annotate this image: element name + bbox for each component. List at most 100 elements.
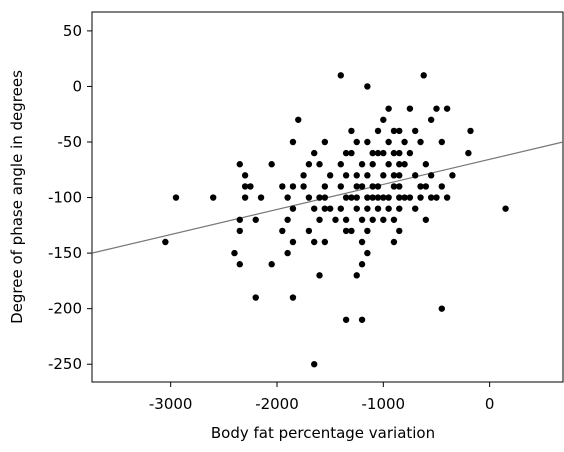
point <box>353 272 360 279</box>
point <box>279 227 286 235</box>
point <box>390 127 398 135</box>
point <box>369 194 376 201</box>
x-tick-label: -2000 <box>255 395 299 413</box>
y-tick-label: -100 <box>48 189 82 207</box>
point <box>390 149 398 157</box>
point <box>337 183 344 190</box>
point <box>321 238 329 246</box>
point <box>241 172 249 179</box>
point <box>342 194 350 201</box>
point <box>401 138 408 146</box>
point <box>396 172 403 179</box>
point <box>465 149 472 157</box>
point <box>396 183 403 190</box>
y-tick-label: 0 <box>72 77 82 95</box>
point <box>321 138 329 146</box>
point <box>231 249 238 257</box>
point <box>422 183 430 190</box>
point <box>422 216 430 223</box>
point <box>305 194 313 201</box>
point <box>321 194 329 201</box>
point <box>337 205 344 212</box>
point <box>358 316 366 323</box>
point <box>385 194 392 201</box>
point <box>412 172 419 179</box>
point <box>353 205 360 212</box>
point <box>284 216 291 223</box>
point <box>422 161 430 168</box>
point <box>348 227 355 235</box>
point <box>380 194 387 201</box>
point <box>316 194 323 201</box>
point <box>396 205 403 212</box>
point <box>316 272 323 279</box>
y-tick-label: -50 <box>58 133 83 151</box>
point <box>358 161 366 168</box>
y-tick-label: 50 <box>63 22 82 40</box>
point <box>289 183 297 190</box>
point <box>385 138 392 146</box>
point <box>502 205 509 212</box>
point <box>311 361 318 368</box>
point <box>305 161 313 168</box>
point <box>241 194 249 201</box>
point <box>412 205 419 212</box>
point <box>390 172 398 179</box>
point <box>390 216 398 223</box>
point <box>358 216 366 223</box>
point <box>342 227 350 235</box>
point <box>284 249 291 257</box>
point <box>380 216 387 223</box>
point <box>358 183 366 190</box>
point <box>369 149 376 157</box>
point <box>374 205 382 212</box>
point <box>374 183 382 190</box>
x-tick-label: -3000 <box>149 395 193 413</box>
point <box>443 194 451 201</box>
point <box>236 216 243 223</box>
point <box>417 138 424 146</box>
point <box>210 194 217 201</box>
point <box>396 227 403 235</box>
point <box>390 183 398 190</box>
point <box>321 205 329 212</box>
point <box>364 249 371 257</box>
point <box>295 116 302 123</box>
point <box>348 127 355 135</box>
point <box>252 294 259 301</box>
y-tick-label: -250 <box>48 355 82 373</box>
x-tick-label: -1000 <box>362 395 406 413</box>
point <box>321 183 329 190</box>
point <box>289 294 297 301</box>
point <box>342 316 350 323</box>
point <box>311 205 318 212</box>
point <box>311 238 318 246</box>
point <box>406 105 414 112</box>
point <box>353 138 360 146</box>
point <box>396 194 403 201</box>
point <box>268 161 275 168</box>
point <box>406 194 414 201</box>
point <box>385 161 392 168</box>
point <box>401 194 408 201</box>
point <box>247 183 254 190</box>
point <box>284 194 291 201</box>
point <box>406 149 414 157</box>
point <box>289 238 297 246</box>
point <box>268 261 275 268</box>
point <box>316 216 323 223</box>
point <box>374 127 382 135</box>
point <box>417 183 424 190</box>
point <box>364 172 371 179</box>
point <box>241 183 249 190</box>
point <box>289 205 297 212</box>
point <box>385 205 392 212</box>
point <box>396 149 403 157</box>
point <box>311 149 318 157</box>
point <box>300 183 307 190</box>
point <box>396 127 403 135</box>
point <box>420 72 427 79</box>
y-tick-label: -150 <box>48 244 82 262</box>
point <box>353 172 360 179</box>
point <box>358 238 366 246</box>
